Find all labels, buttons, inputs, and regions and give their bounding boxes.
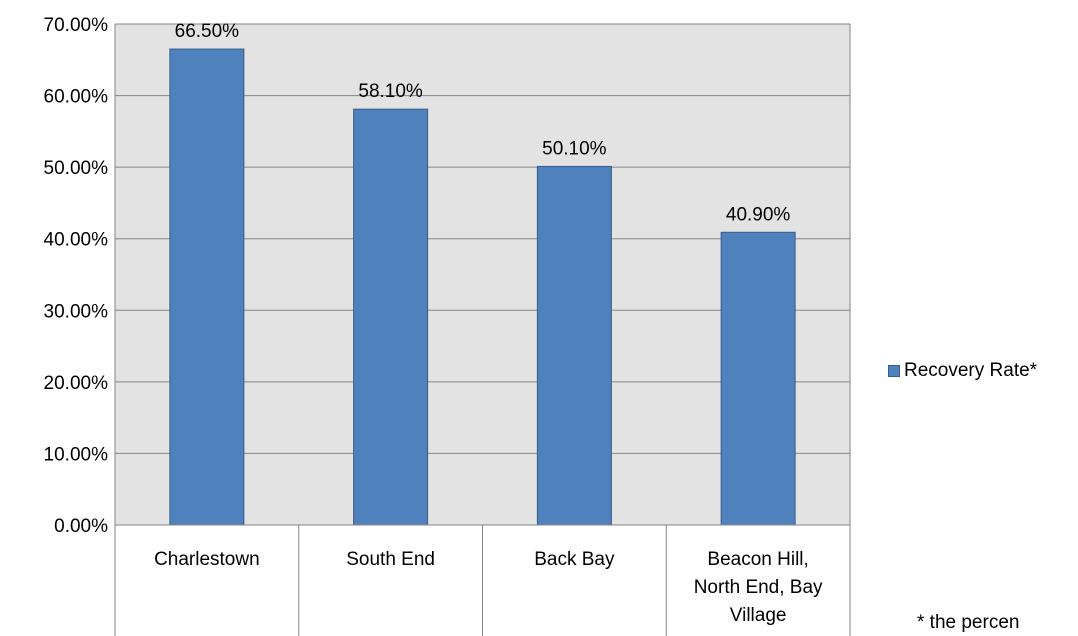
bars [169, 48, 796, 526]
footnote: * the percen [917, 612, 1020, 633]
category-label: Charlestown [154, 549, 260, 570]
y-axis-tick-labels: 0.00% 10.00% 20.00% 30.00% 40.00% 50.00% 60.00… [44, 15, 109, 537]
legend: Recovery Rate* [888, 360, 1037, 382]
y-tick-label: 0.00% [54, 516, 108, 537]
y-tick-label: 20.00% [44, 373, 109, 394]
y-tick-label: 60.00% [44, 87, 109, 108]
data-label: 50.10% [542, 138, 607, 159]
data-labels: 66.50% 58.10% 50.10% 40.90% [175, 21, 791, 225]
bar [536, 165, 612, 526]
category-axis-table: Charlestown South End Back Bay Beacon Hill,… [114, 524, 851, 636]
data-label: 40.90% [726, 204, 791, 225]
bar [353, 108, 429, 526]
y-tick-label: 40.00% [44, 230, 109, 251]
data-label: 66.50% [175, 21, 240, 42]
legend-swatch [888, 365, 900, 377]
bar [720, 231, 796, 526]
category-label: South End [346, 549, 435, 570]
category-label: Village [730, 605, 787, 626]
category-label: Beacon Hill, [707, 549, 808, 570]
bar [169, 48, 245, 526]
legend-label: Recovery Rate* [904, 360, 1038, 381]
category-label: Back Bay [534, 549, 615, 570]
data-label: 58.10% [358, 81, 423, 102]
category-label: North End, Bay [694, 577, 823, 598]
y-tick-label: 10.00% [44, 444, 109, 465]
y-tick-label: 70.00% [44, 15, 109, 36]
y-tick-label: 30.00% [44, 301, 109, 322]
y-tick-label: 50.00% [44, 158, 109, 179]
